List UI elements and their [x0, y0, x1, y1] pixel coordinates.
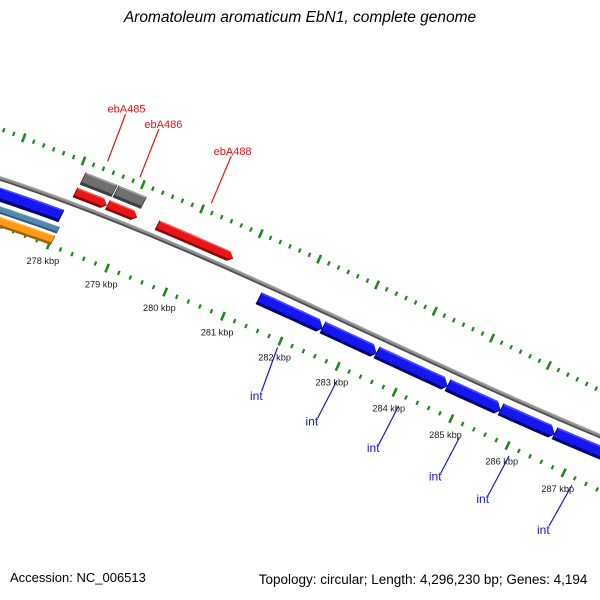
svg-text:284 kbp: 284 kbp [372, 404, 405, 414]
svg-text:int: int [537, 523, 550, 537]
svg-text:Accession: NC_006513: Accession: NC_006513 [10, 570, 146, 585]
svg-text:283 kbp: 283 kbp [315, 378, 348, 388]
svg-text:285 kbp: 285 kbp [429, 430, 462, 440]
svg-text:Topology: circular; Length: 4,: Topology: circular; Length: 4,296,230 bp… [259, 572, 588, 587]
svg-text:286 kbp: 286 kbp [485, 457, 518, 467]
svg-text:287 kbp: 287 kbp [541, 484, 574, 494]
svg-text:int: int [429, 470, 442, 484]
svg-text:280 kbp: 280 kbp [143, 303, 176, 313]
svg-text:282 kbp: 282 kbp [258, 352, 291, 362]
svg-text:ebA485: ebA485 [108, 104, 146, 116]
svg-text:ebA486: ebA486 [144, 119, 182, 131]
svg-text:281 kbp: 281 kbp [201, 327, 234, 337]
svg-text:279 kbp: 279 kbp [85, 279, 118, 289]
svg-text:int: int [306, 415, 319, 429]
svg-text:int: int [250, 389, 263, 403]
svg-text:Aromatoleum aromaticum EbN1, c: Aromatoleum aromaticum EbN1, complete ge… [123, 9, 477, 26]
svg-text:int: int [367, 441, 380, 455]
svg-text:ebA488: ebA488 [214, 146, 252, 158]
svg-text:int: int [476, 492, 489, 506]
svg-text:278 kbp: 278 kbp [26, 256, 59, 266]
